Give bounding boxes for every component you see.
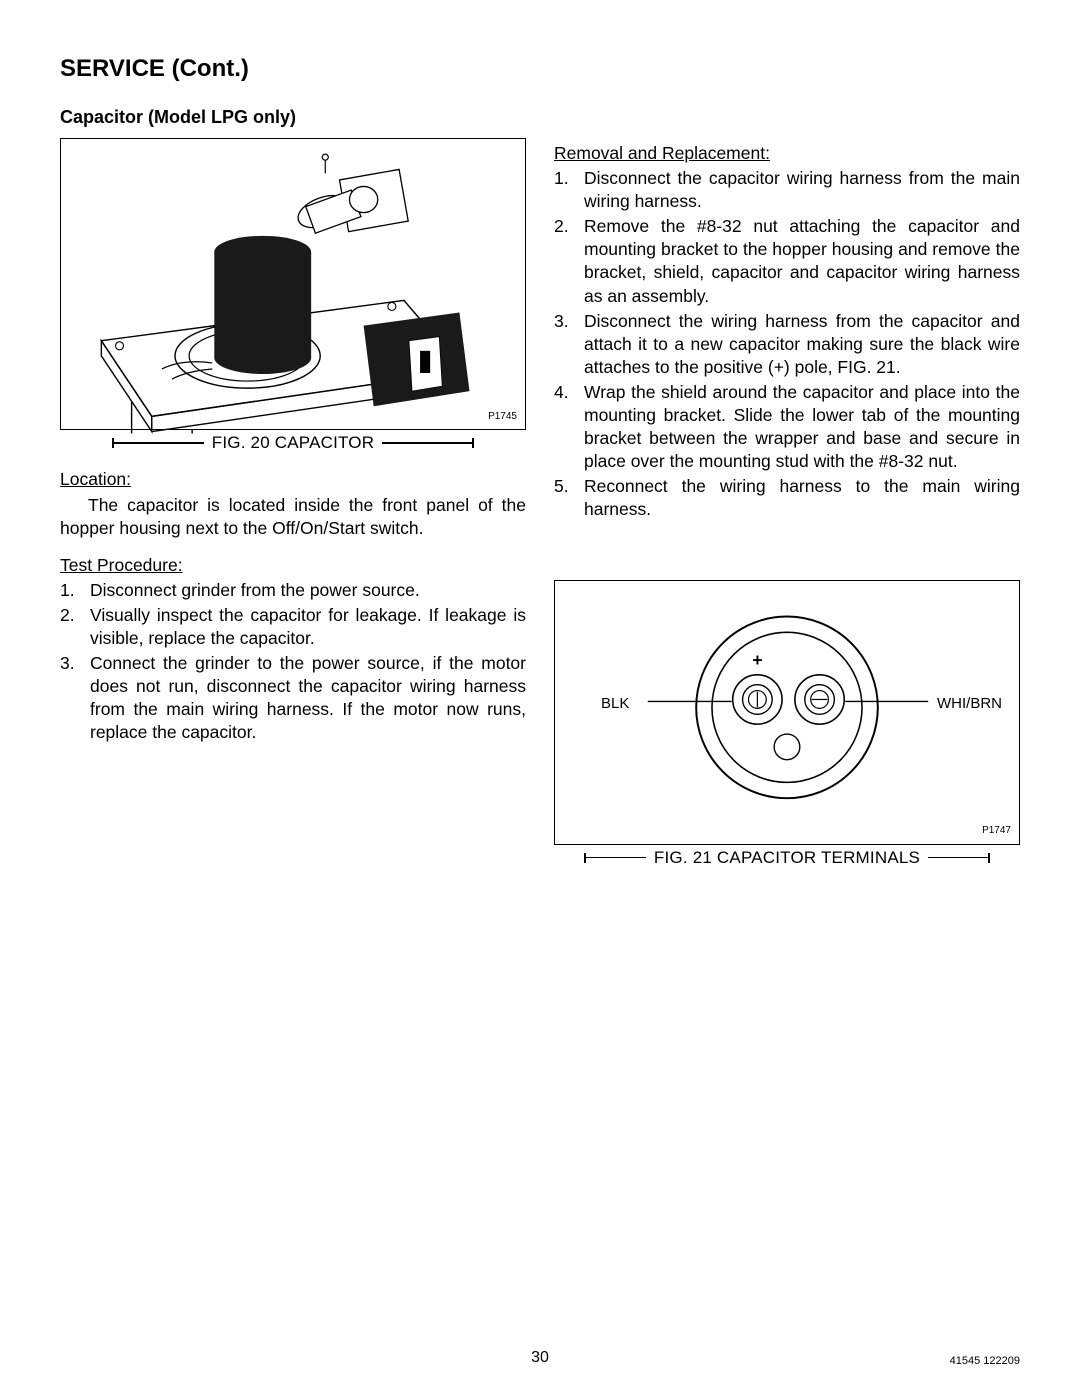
list-item: Wrap the shield around the capacitor and… xyxy=(554,381,1020,473)
list-item: Visually inspect the capacitor for leaka… xyxy=(60,604,526,650)
list-item: Disconnect the capacitor wiring harness … xyxy=(554,167,1020,213)
figure-21-partnum: P1747 xyxy=(982,824,1011,837)
svg-text:+: + xyxy=(752,649,762,669)
figure-20-caption-row: FIG. 20 CAPACITOR xyxy=(60,432,526,454)
test-procedure-list: Disconnect grinder from the power source… xyxy=(60,579,526,745)
list-item: Connect the grinder to the power source,… xyxy=(60,652,526,744)
whi-brn-label: WHI/BRN xyxy=(937,694,1002,714)
figure-20-caption: FIG. 20 CAPACITOR xyxy=(212,432,374,454)
left-column: P1745 FIG. 20 CAPACITOR Location: The ca… xyxy=(60,138,526,883)
list-item: Disconnect the wiring harness from the c… xyxy=(554,310,1020,379)
document-code: 41545 122209 xyxy=(950,1355,1020,1367)
list-item: Remove the #8-32 nut attaching the capac… xyxy=(554,215,1020,307)
blk-label: BLK xyxy=(601,694,629,714)
two-column-layout: P1745 FIG. 20 CAPACITOR Location: The ca… xyxy=(60,138,1020,883)
list-item: Reconnect the wiring harness to the main… xyxy=(554,475,1020,521)
figure-20-partnum: P1745 xyxy=(488,410,517,423)
test-procedure-heading: Test Procedure: xyxy=(60,554,526,577)
figure-21-caption-row: FIG. 21 CAPACITOR TERMINALS xyxy=(554,847,1020,869)
figure-20-illustration xyxy=(61,139,525,434)
section-subtitle: Capacitor (Model LPG only) xyxy=(60,107,1020,128)
location-heading: Location: xyxy=(60,468,526,491)
figure-20-box: P1745 xyxy=(60,138,526,430)
location-body: The capacitor is located inside the fron… xyxy=(60,494,526,540)
right-column: Removal and Replacement: Disconnect the … xyxy=(554,138,1020,883)
removal-list: Disconnect the capacitor wiring harness … xyxy=(554,167,1020,521)
list-item: Disconnect grinder from the power source… xyxy=(60,579,526,602)
figure-21-box: + BLK WHI/BRN P1747 xyxy=(554,580,1020,845)
page-title: SERVICE (Cont.) xyxy=(60,55,1020,83)
page-number: 30 xyxy=(0,1349,1080,1367)
removal-heading: Removal and Replacement: xyxy=(554,142,1020,165)
figure-21-caption: FIG. 21 CAPACITOR TERMINALS xyxy=(654,847,920,869)
